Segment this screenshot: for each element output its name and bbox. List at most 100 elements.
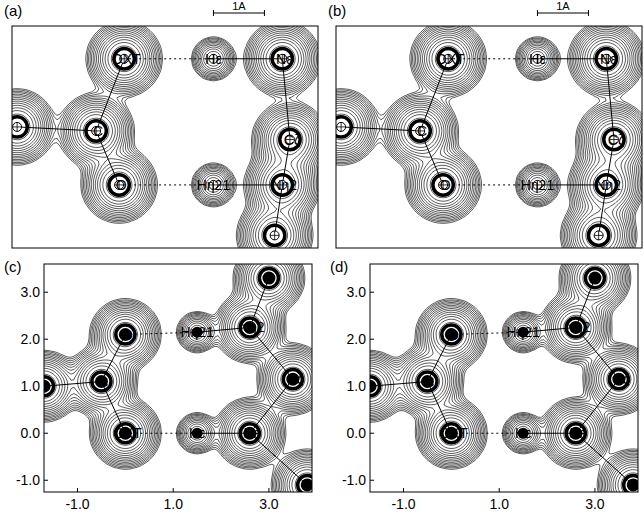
y-tick-label: 0.0: [347, 425, 367, 441]
contour: [370, 264, 638, 492]
density-core: [259, 269, 278, 288]
x-tick: [268, 488, 269, 492]
contour: [336, 40, 633, 248]
contour: [44, 264, 312, 492]
atom-label: Hε: [515, 425, 531, 441]
bond: [420, 59, 448, 131]
x-tick: [173, 488, 174, 492]
contour: [44, 264, 312, 492]
plot-background: [370, 264, 638, 492]
contour: [44, 264, 312, 492]
contour: [336, 37, 636, 248]
y-tick: [44, 386, 48, 387]
contour: [370, 264, 638, 492]
contour: [336, 43, 630, 249]
density-core: [264, 225, 284, 245]
density-core: [44, 377, 54, 396]
atom: [262, 272, 275, 285]
y-tick: [44, 339, 48, 340]
atom-label: Cζ: [613, 371, 629, 387]
scale-bar-label: 1A: [232, 0, 246, 12]
atom: [627, 478, 638, 491]
contour: [12, 40, 309, 248]
density-core: [272, 49, 292, 69]
atom-label: O: [116, 177, 127, 193]
x-tick: [594, 488, 595, 492]
atom-label: C: [417, 123, 427, 139]
contour: [336, 26, 642, 248]
atom-label: Hη21: [506, 324, 540, 340]
bond: [606, 59, 614, 140]
x-tick: [77, 488, 78, 492]
frame: [370, 264, 638, 492]
bond: [44, 382, 101, 387]
x-tick-label: 3.0: [259, 496, 279, 512]
figure: OXTCOHεNεCζNη2Hη21(a)1AOXTCOHεNεCζNη2Hη2…: [0, 0, 644, 514]
atom-label: Hε: [205, 51, 221, 67]
contour: [44, 264, 312, 492]
atom-label: O: [448, 327, 459, 343]
contour: [44, 264, 312, 492]
frame: [12, 26, 318, 248]
atom-label: Hη21: [521, 177, 555, 193]
bond: [537, 58, 606, 59]
x-tick-label: -1.0: [65, 496, 89, 512]
contour: [370, 264, 638, 492]
contour: [12, 37, 312, 248]
plot-background: [12, 26, 318, 248]
y-tick: [44, 480, 48, 481]
contour: [44, 264, 312, 492]
y-tick: [370, 339, 374, 340]
bond: [282, 59, 290, 140]
panel-title: (c): [4, 258, 22, 275]
y-tick-label: 2.0: [347, 331, 367, 347]
contour: [44, 264, 312, 492]
y-tick-label: -1.0: [16, 472, 40, 488]
panel: OXTCOHεNεCζNη2Hη21(b)1A: [328, 0, 642, 248]
bond: [213, 58, 282, 59]
y-tick-label: 0.0: [21, 425, 41, 441]
y-tick: [370, 480, 374, 481]
plot-area: [12, 26, 318, 248]
plot-area: [44, 264, 312, 492]
contour: [370, 266, 638, 492]
plot-background: [336, 26, 642, 248]
density-core: [566, 424, 585, 443]
atom: [337, 122, 346, 131]
atom: [370, 380, 377, 393]
contour: [370, 264, 638, 492]
contour: [336, 46, 627, 248]
atom: [13, 122, 22, 131]
density-core: [109, 175, 129, 195]
contour: [370, 264, 638, 492]
frame: [336, 26, 642, 248]
x-tick: [499, 488, 500, 492]
density-core: [92, 372, 111, 391]
density-core: [370, 377, 380, 396]
x-tick: [403, 488, 404, 492]
y-tick: [44, 433, 48, 434]
bond: [96, 59, 124, 131]
panel-title: (a): [4, 2, 22, 19]
atom-label: C: [93, 123, 103, 139]
x-tick-label: 3.0: [585, 496, 605, 512]
atom-label: Nη2: [595, 177, 621, 193]
contour: [12, 28, 318, 248]
atom-label: Nε: [600, 51, 616, 67]
y-tick-label: -1.0: [342, 472, 366, 488]
atom-label: Cζ: [608, 132, 624, 148]
plot-area: [370, 264, 638, 492]
contour: [44, 264, 312, 492]
density-core: [280, 129, 300, 149]
atom-label: Cζ: [284, 132, 300, 148]
atom-label: OXT: [112, 51, 141, 67]
y-tick: [44, 292, 48, 293]
density-core: [442, 325, 461, 344]
atom: [301, 478, 312, 491]
contour: [370, 264, 638, 492]
contour: [370, 264, 638, 492]
contour: [44, 264, 312, 492]
atom: [270, 231, 279, 240]
density-core: [588, 225, 608, 245]
contour: [370, 264, 638, 492]
